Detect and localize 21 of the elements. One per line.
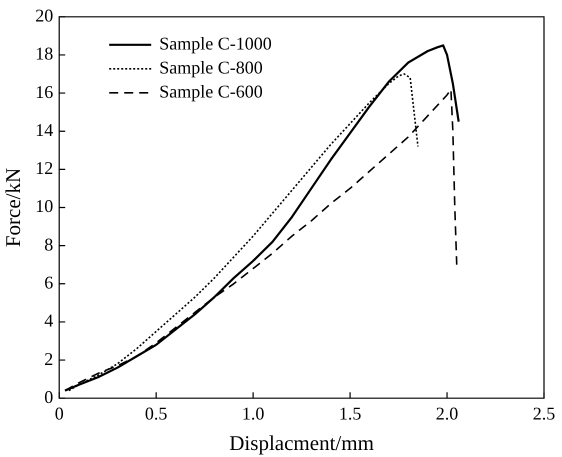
y-tick-label: 2 [44,348,54,369]
x-tick-label: 2.0 [436,404,458,424]
legend-label: Sample C-600 [159,82,263,102]
x-tick-label: 1.0 [242,404,264,424]
y-tick-label: 8 [44,234,54,254]
legend-label: Sample C-1000 [159,34,272,54]
y-tick-label: 6 [44,272,54,293]
y-tick-label: 14 [35,120,54,140]
x-tick-label: 0.5 [144,404,168,424]
y-tick-label: 20 [35,6,54,26]
y-tick-label: 18 [35,44,54,64]
x-tick-label: 1.5 [338,404,362,424]
y-axis-title: Force/kN [1,168,26,248]
y-tick-label: 10 [35,196,54,216]
y-tick-label: 0 [44,386,54,407]
x-tick-label: 2.5 [532,404,556,424]
y-tick-label: 4 [44,310,54,331]
y-tick-label: 12 [35,158,54,178]
legend-label: Sample C-800 [159,58,263,78]
y-tick-label: 16 [35,82,54,102]
x-axis-title: Displacment/mm [229,430,374,455]
